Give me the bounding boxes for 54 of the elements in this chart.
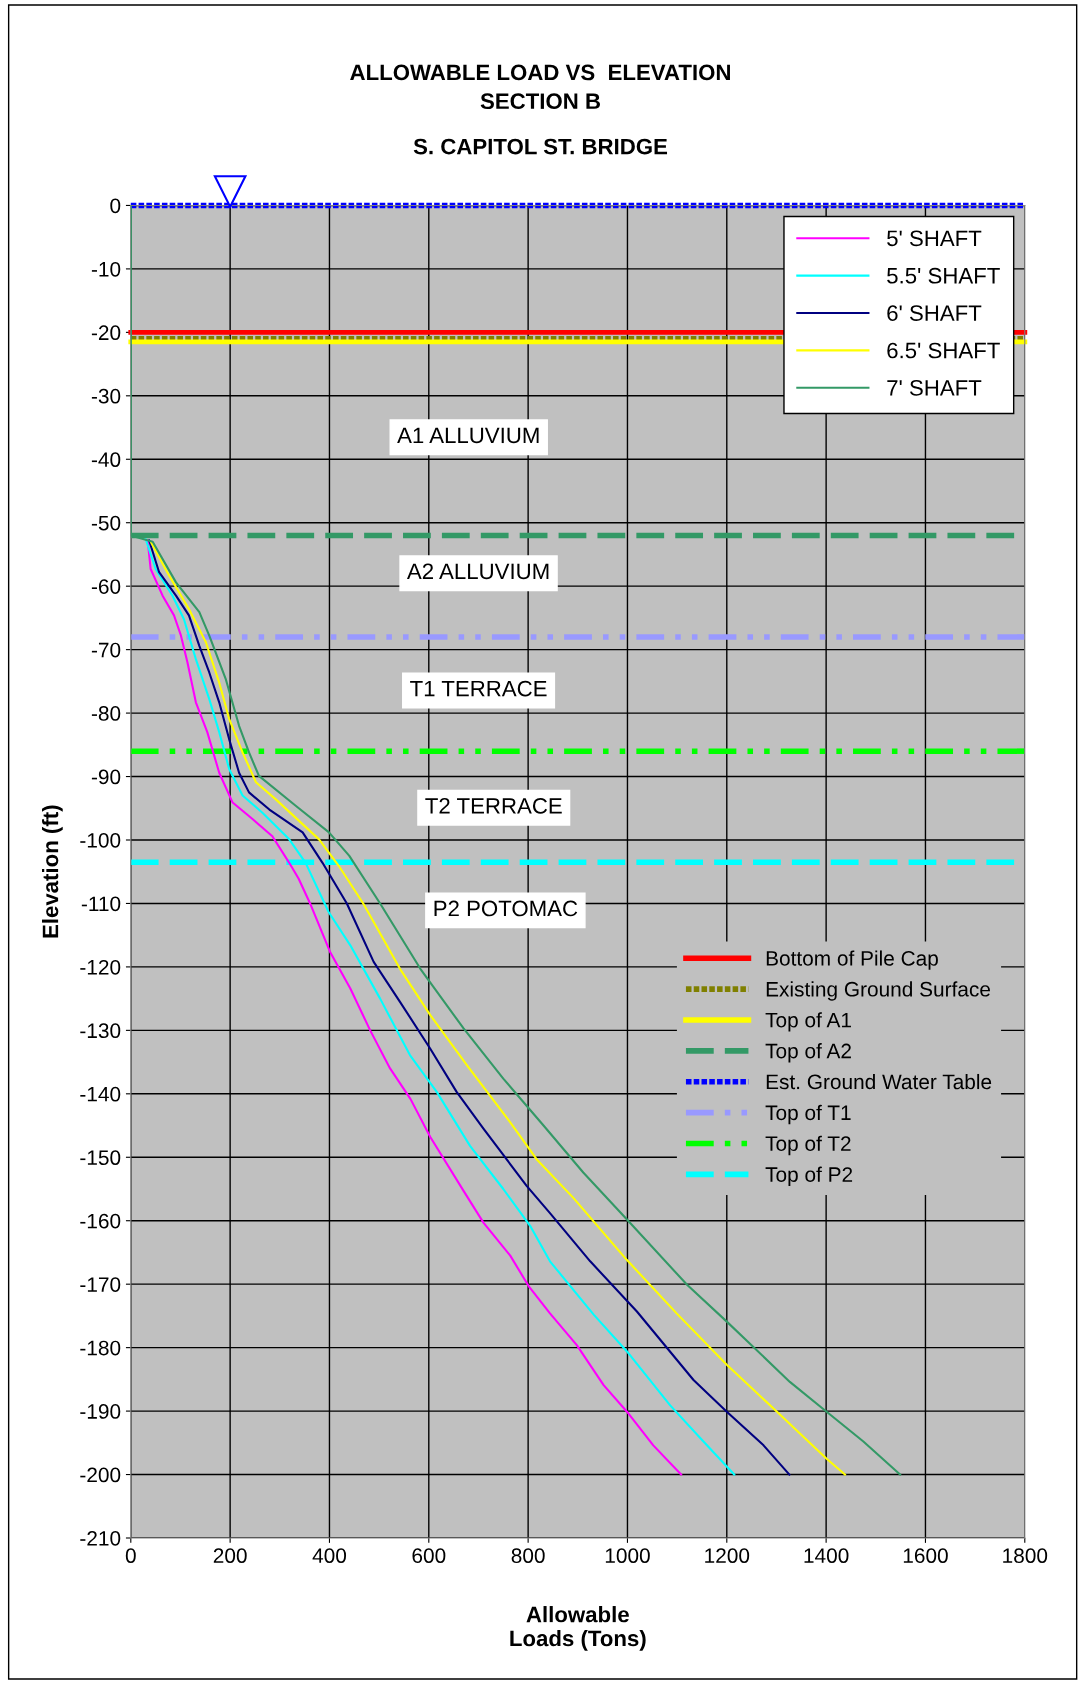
y-tick-label: -180: [80, 1340, 121, 1356]
annotation: T2 TERRACE: [425, 797, 562, 814]
legend-label: 5' SHAFT: [887, 230, 982, 247]
x-tick-label: 1800: [1003, 1548, 1048, 1564]
x-tick-label: 400: [312, 1548, 347, 1564]
y-tick-label: -100: [80, 833, 121, 848]
legend-label: Est. Ground Water Table: [766, 1073, 992, 1090]
x-tick-label: 0: [125, 1548, 136, 1564]
y-tick-label: -40: [91, 452, 121, 468]
legend-label: Top of P2: [765, 1166, 853, 1187]
y-tick-label: -160: [80, 1213, 121, 1229]
y-tick-label: -210: [80, 1531, 121, 1546]
y-tick-label: -140: [80, 1086, 121, 1102]
y-tick-label: -200: [80, 1467, 121, 1483]
chart-subtitle: S. CAPITOL ST. BRIDGE: [413, 138, 668, 155]
chart-title: ALLOWABLE LOAD VS ELEVATION SECTION B: [350, 64, 730, 110]
y-tick-label: -90: [91, 769, 121, 785]
annotation: T1 TERRACE: [410, 680, 547, 697]
x-tick-label: 1200: [705, 1548, 750, 1564]
legend-label: Bottom of Pile Cap: [766, 950, 938, 970]
legend-label: 7' SHAFT: [887, 380, 982, 396]
annotation: P2 POTOMAC: [434, 900, 578, 917]
legend-label: 5.5' SHAFT: [887, 267, 1000, 284]
y-tick-label: -170: [80, 1277, 121, 1292]
y-tick-label: -10: [91, 261, 121, 277]
y-tick-label: -20: [91, 325, 121, 341]
x-tick-label: 1400: [804, 1548, 849, 1564]
annotation: A1 ALLUVIUM: [397, 427, 539, 444]
legend-label: Top of T1: [765, 1104, 851, 1125]
legend-label: Existing Ground Surface: [766, 981, 990, 1001]
y-tick-label: -60: [91, 579, 121, 594]
y-axis-title: Elevation (ft): [42, 805, 63, 938]
y-tick-label: -110: [81, 896, 121, 912]
y-tick-label: -50: [91, 515, 121, 531]
y-tick-label: -80: [91, 706, 121, 721]
y-tick-label: -120: [80, 959, 121, 975]
x-tick-label: 200: [213, 1548, 247, 1564]
y-tick-label: 0: [110, 198, 121, 214]
legend-label: Top of A2: [765, 1043, 851, 1063]
x-axis-title: Allowable Loads (Tons): [510, 1606, 646, 1651]
x-tick-label: 1600: [903, 1548, 948, 1564]
legend-label: Top of A1: [765, 1012, 851, 1032]
annotation: A2 ALLUVIUM: [406, 563, 549, 580]
legend-label: 6' SHAFT: [887, 305, 982, 321]
y-tick-label: -150: [80, 1150, 121, 1166]
x-tick-label: 800: [511, 1548, 545, 1564]
legend-label: 6.5' SHAFT: [887, 342, 1000, 359]
y-tick-label: -190: [80, 1404, 121, 1419]
x-tick-label: 600: [412, 1548, 446, 1564]
y-tick-label: -130: [80, 1023, 121, 1039]
legend-label: Top of T2: [765, 1135, 851, 1156]
x-tick-label: 1000: [605, 1548, 650, 1564]
y-tick-label: -70: [91, 642, 121, 658]
y-tick-label: -30: [91, 388, 121, 404]
